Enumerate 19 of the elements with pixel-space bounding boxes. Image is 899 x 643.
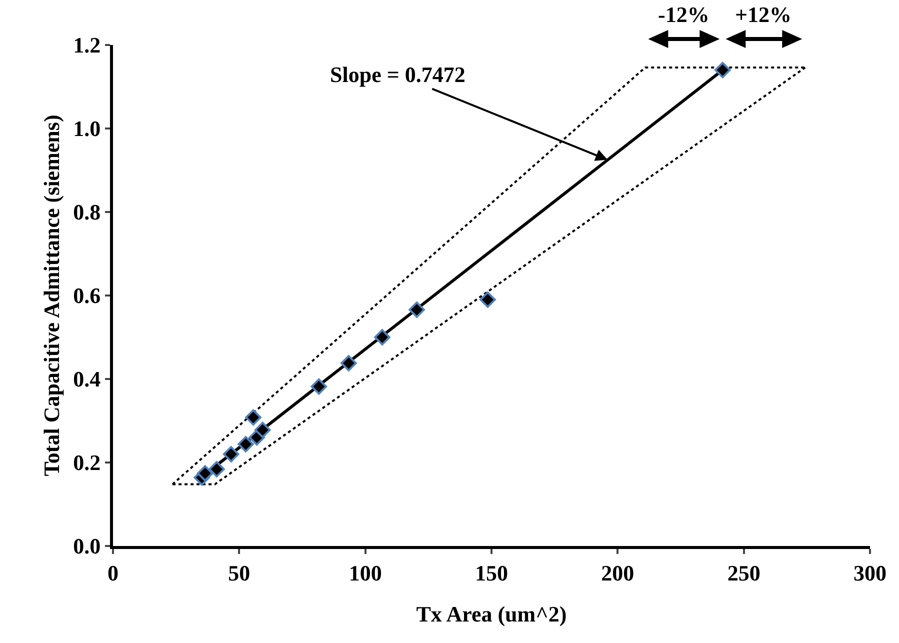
text: -12% — [658, 2, 710, 27]
y-tick-label: 1.2 — [73, 32, 101, 58]
y-tick-label: 0.6 — [73, 283, 101, 308]
y-axis-title: Total Capacitive Admittance (siemens) — [38, 114, 64, 476]
x-tick-label: 200 — [601, 560, 634, 586]
y-tick-label: 0.4 — [73, 366, 101, 392]
x-tick-label: 0 — [108, 560, 118, 586]
x-tick-label: 150 — [475, 560, 508, 586]
y-tick-label: 0.2 — [73, 450, 101, 476]
x-tick-label: 250 — [727, 560, 760, 586]
text: +12% — [735, 2, 792, 27]
x-tick-label: 300 — [854, 560, 886, 586]
annotation: Slope = 0.7472 — [330, 62, 466, 87]
y-tick-label: 1.0 — [73, 116, 101, 142]
x-tick-label: 100 — [348, 560, 382, 586]
x-tick-label: 50 — [228, 560, 250, 586]
x-axis-title: Tx Area (um^2) — [416, 601, 567, 626]
y-tick-label: 0.8 — [73, 200, 101, 225]
y-tick-label: 0.0 — [73, 534, 101, 559]
